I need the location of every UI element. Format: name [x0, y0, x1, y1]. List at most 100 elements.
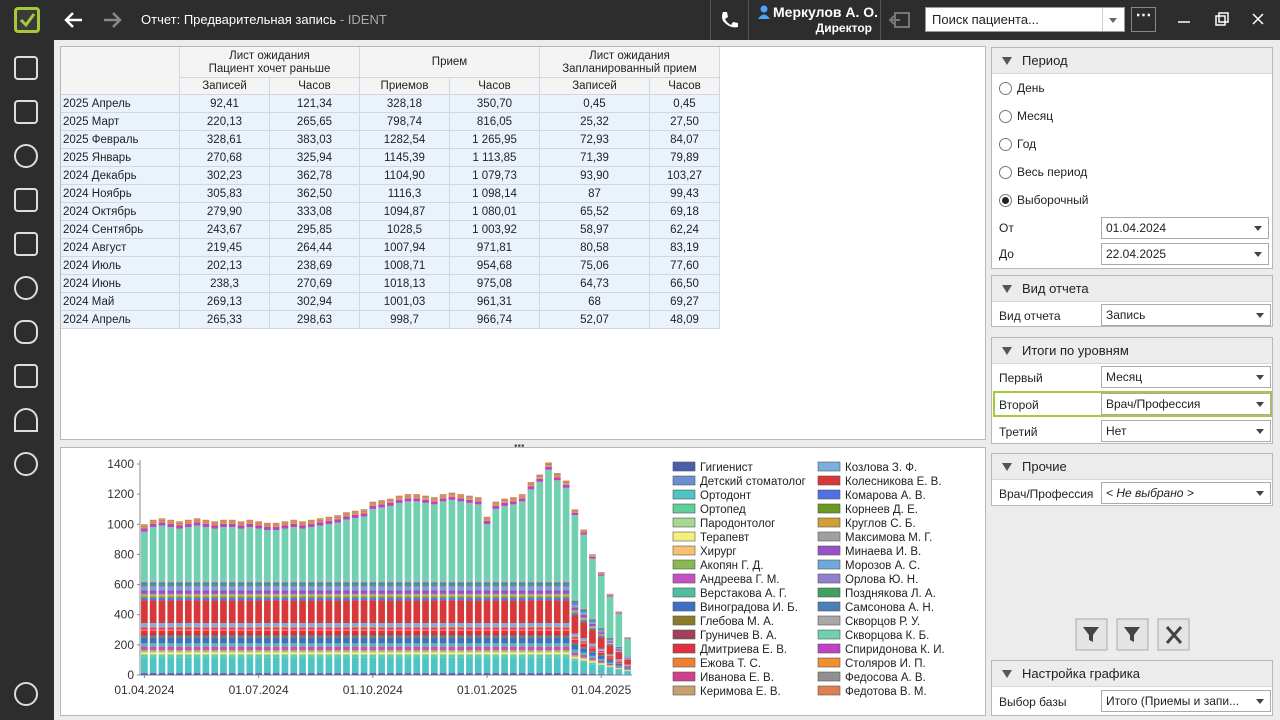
nav-finance[interactable]	[14, 144, 38, 168]
bar-segment	[492, 501, 500, 504]
nav-calendar[interactable]	[14, 188, 38, 212]
nav-schedule[interactable]	[14, 56, 38, 80]
legend-swatch	[817, 629, 841, 640]
radio[interactable]	[999, 166, 1012, 179]
section-title[interactable]: Прочие	[992, 454, 1272, 480]
bar-segment	[237, 672, 245, 674]
bar-segment	[316, 518, 324, 520]
bar-segment	[474, 637, 482, 644]
section-title[interactable]: Настройка графика	[992, 661, 1272, 687]
bar-segment	[501, 586, 508, 588]
bar-segment	[404, 623, 412, 627]
bar-segment	[404, 626, 412, 628]
bar-segment	[158, 635, 166, 638]
bar-segment	[492, 590, 500, 594]
nav-dental[interactable]	[14, 320, 38, 344]
bar-segment	[316, 634, 324, 636]
select[interactable]: Итого (Приемы и запи...	[1101, 690, 1271, 712]
bar-segment	[439, 582, 447, 585]
bar-segment	[580, 534, 588, 609]
from-date[interactable]: 01.04.2024	[1101, 217, 1269, 239]
bar-segment	[404, 637, 412, 644]
bar-segment	[571, 511, 579, 513]
legend-label: Минаева И. В.	[845, 546, 921, 558]
bar-segment	[510, 501, 517, 505]
nav-warehouse[interactable]	[14, 364, 38, 388]
nav-reports[interactable]	[14, 232, 38, 256]
bar-segment	[351, 629, 359, 631]
bar-segment	[448, 629, 456, 631]
bar-segment	[202, 519, 210, 522]
bar-segment	[299, 580, 306, 583]
bar-segment	[369, 501, 377, 504]
radio[interactable]	[999, 110, 1012, 123]
filter-buttons[interactable]	[1075, 618, 1193, 652]
group-header-line: Лист ожидания	[229, 50, 310, 62]
select[interactable]: Нет	[1101, 420, 1271, 442]
logo[interactable]	[14, 7, 40, 33]
bar-segment	[518, 650, 526, 652]
bar-segment	[281, 584, 289, 587]
bar-segment	[360, 511, 368, 514]
back-icon[interactable]	[888, 9, 912, 31]
bar-segment	[422, 497, 429, 499]
bar-segment	[536, 637, 544, 644]
bar-segment	[413, 630, 421, 635]
section-title[interactable]: Итоги по уровням	[992, 338, 1272, 364]
nav-settings[interactable]	[14, 682, 38, 706]
nav-records[interactable]	[14, 100, 38, 124]
bar-segment	[457, 623, 465, 627]
bar-segment	[483, 586, 491, 588]
bar-segment	[246, 590, 254, 594]
bar-segment	[518, 652, 526, 654]
bar-segment	[281, 653, 289, 655]
legend-label: Детский стоматолог	[700, 476, 806, 488]
bar-segment	[439, 634, 447, 636]
radio[interactable]	[999, 194, 1012, 207]
table-cell: 83,19	[650, 239, 720, 257]
select[interactable]: Запись	[1101, 304, 1271, 326]
select[interactable]: Месяц	[1101, 366, 1271, 388]
nav-arrows[interactable]	[62, 8, 126, 32]
bar-segment	[228, 521, 236, 523]
nav-insurance[interactable]	[14, 408, 38, 432]
bar-segment	[237, 673, 245, 675]
bar-segment	[378, 652, 385, 654]
to-date[interactable]: 22.04.2025	[1101, 243, 1269, 265]
bar-segment	[193, 643, 201, 647]
bar-segment	[290, 586, 298, 588]
select[interactable]: Врач/Профессия	[1101, 393, 1271, 415]
bar-segment	[255, 584, 262, 587]
user-name[interactable]: Меркулов А. О.	[773, 4, 879, 20]
bar-segment	[264, 630, 271, 635]
bar-segment	[510, 595, 517, 597]
bar-segment	[606, 660, 614, 663]
bar-segment	[413, 623, 421, 627]
bar-segment	[299, 522, 306, 524]
nav-payments[interactable]	[14, 452, 38, 476]
section-title[interactable]: Период	[992, 48, 1272, 74]
bar-segment	[457, 495, 465, 497]
radio[interactable]	[999, 82, 1012, 95]
bar-segment	[220, 595, 227, 597]
bar-segment	[264, 673, 271, 675]
section-title[interactable]: Вид отчета	[992, 276, 1272, 302]
table-cell: 68	[540, 293, 650, 311]
phone-icon[interactable]	[718, 9, 740, 31]
nav-staff[interactable]	[14, 276, 38, 300]
more-button[interactable]: ⋯	[1131, 7, 1156, 32]
bar-segment	[527, 593, 535, 596]
splitter[interactable]: •••	[514, 441, 525, 452]
radio[interactable]	[999, 138, 1012, 151]
legend-label: Груничев В. А.	[700, 630, 777, 642]
bar-segment	[290, 634, 298, 636]
window-controls[interactable]	[1170, 10, 1270, 30]
bar-segment	[158, 586, 166, 588]
search-box[interactable]: Поиск пациента...	[925, 7, 1125, 32]
bar-segment	[307, 523, 315, 527]
bar-segment	[501, 629, 508, 631]
bar-segment	[334, 626, 342, 628]
bar-segment	[580, 641, 588, 643]
bar-segment	[404, 651, 412, 653]
select[interactable]: < Не выбрано >	[1101, 482, 1271, 504]
